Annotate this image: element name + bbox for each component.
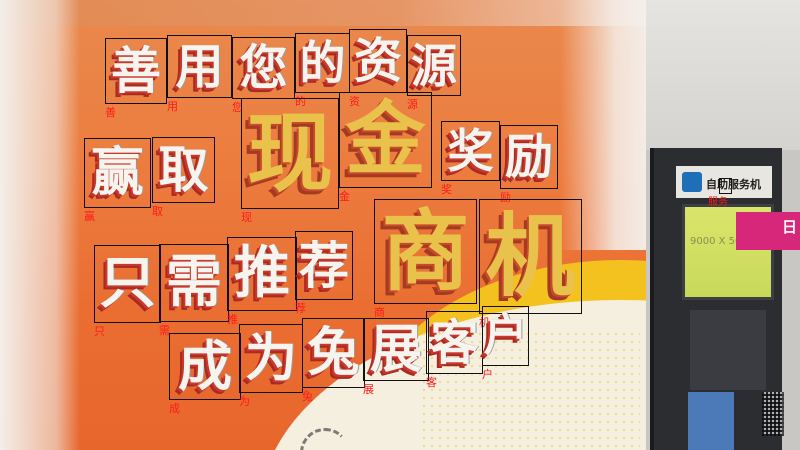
- detection-box: 推: [227, 237, 297, 311]
- detection-label: 用: [167, 100, 178, 113]
- detection-label: 为: [239, 395, 250, 408]
- detection-box: 展: [363, 318, 429, 381]
- machine-card-slot: [688, 392, 734, 450]
- detection-label: 的: [295, 95, 306, 108]
- qr-code: [762, 392, 784, 436]
- poster-left-highlight: [0, 0, 80, 450]
- detection-box: 赢: [84, 138, 151, 208]
- detection-label: 荐: [295, 302, 306, 315]
- poster-top-strip: [0, 0, 660, 26]
- machine-screen-text: 9000 X 500: [690, 236, 748, 247]
- poster-dot-pattern: [420, 330, 640, 450]
- detection-label: 成: [169, 402, 180, 415]
- machine-control-panel: [690, 310, 766, 390]
- detection-box: 现: [241, 98, 339, 209]
- detection-label: 赢: [84, 210, 95, 223]
- detection-label: 奖: [441, 183, 452, 196]
- detection-box: 奖: [441, 121, 500, 181]
- detection-box: 取: [152, 137, 215, 203]
- detection-box: 励: [500, 125, 558, 189]
- detection-box: 只: [94, 245, 161, 323]
- detection-label: 户: [482, 368, 493, 381]
- detection-label: 励: [500, 191, 511, 204]
- detection-box: 善: [105, 38, 167, 104]
- detection-label: 只: [94, 325, 105, 338]
- wall-upper: [646, 0, 800, 150]
- detection-label: 机: [479, 316, 490, 329]
- machine-brand-text: 自助服务机: [706, 178, 761, 191]
- detection-label: 您: [232, 101, 243, 114]
- detection-label: 推: [227, 313, 238, 326]
- pink-sign: [736, 212, 800, 250]
- detection-label: 需: [159, 324, 170, 337]
- detection-box: 资: [349, 29, 407, 93]
- detection-label: 资: [349, 95, 360, 108]
- detection-label: 客: [426, 376, 437, 389]
- detection-box: 机: [479, 199, 582, 314]
- detection-box: 荐: [295, 231, 353, 300]
- detection-label: 现: [241, 211, 252, 224]
- detection-label: 金: [339, 190, 350, 203]
- detection-box: 用: [167, 35, 232, 98]
- detection-box: 商: [374, 199, 477, 304]
- detection-box: 您: [232, 37, 295, 99]
- detection-box: 源: [407, 35, 461, 96]
- detection-label: 源: [407, 98, 418, 111]
- detection-box: 兔: [302, 318, 365, 388]
- detection-box: 的: [295, 33, 350, 93]
- detection-box: 为: [239, 324, 303, 393]
- detection-box: 金: [339, 92, 432, 188]
- detection-box: 户: [482, 306, 529, 366]
- detection-box: 需: [159, 244, 229, 322]
- detection-label: 取: [152, 205, 163, 218]
- detection-label: 商: [374, 306, 385, 319]
- detection-box: 成: [169, 333, 241, 400]
- detection-label: 展: [363, 383, 374, 396]
- detection-box: 客: [426, 311, 483, 374]
- detection-label: 服务: [708, 197, 728, 208]
- machine-logo-icon: [682, 172, 702, 192]
- detection-label: 兔: [302, 390, 313, 403]
- detection-label: 善: [105, 106, 116, 119]
- detection-box: [719, 178, 732, 194]
- pink-sign-text: 日: [782, 218, 798, 236]
- poster-right-highlight: [560, 0, 660, 250]
